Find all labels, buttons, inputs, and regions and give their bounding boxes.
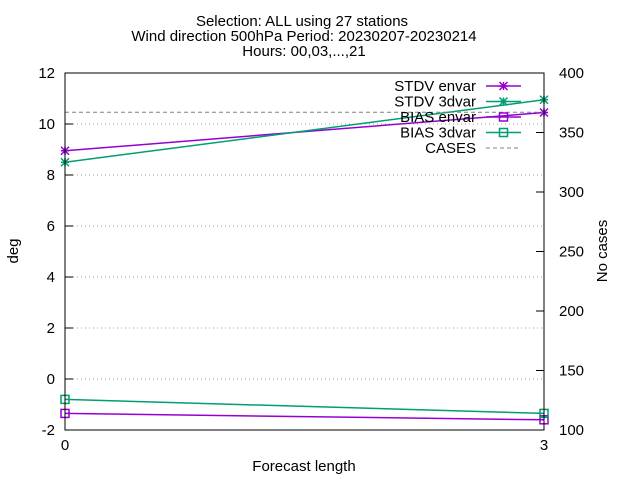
y-tick-label: 10 [38, 116, 55, 133]
title-line-3: Hours: 00,03,...,21 [242, 43, 365, 60]
axis-ticks: -2 0 2 4 6 8 10 12 100 150 200 250 300 350 400 0 3 [38, 65, 584, 454]
title-line-1: Selection: ALL using 27 stations [196, 13, 408, 30]
legend-entry: BIAS envar [400, 109, 521, 126]
y-tick-label: 6 [47, 218, 55, 235]
y2-tick-label: 150 [559, 363, 584, 380]
y-tick-label: 4 [47, 269, 55, 286]
legend-swatch-marker [498, 112, 509, 122]
x-axis-label: Forecast length [252, 458, 355, 475]
y2-tick-label: 350 [559, 125, 584, 142]
y2-tick-label: 400 [559, 65, 584, 82]
x-tick-label: 3 [540, 437, 548, 454]
series-line [64, 398, 545, 415]
y-tick-label: 0 [47, 371, 55, 388]
legend-entry: CASES [425, 140, 521, 157]
y-tick-label: 2 [47, 320, 55, 337]
y-tick-label: 12 [38, 65, 55, 82]
legend-swatch-marker [498, 96, 509, 107]
y2-tick-label: 250 [559, 244, 584, 261]
series-line [64, 99, 545, 163]
y2-axis-label: No cases [594, 220, 611, 283]
y-tick-label: -2 [42, 422, 55, 439]
legend-entry: STDV 3dvar [394, 94, 521, 111]
legend-entry: BIAS 3dvar [400, 125, 521, 142]
y-axis-label: deg [5, 238, 22, 263]
y-tick-label: 8 [47, 167, 55, 184]
legend-label: BIAS envar [400, 109, 476, 126]
legend-label: CASES [425, 140, 476, 157]
y2-tick-label: 100 [559, 422, 584, 439]
legend-label: BIAS 3dvar [400, 125, 476, 142]
legend-entry: STDV envar [394, 78, 521, 95]
legend-label: STDV 3dvar [394, 94, 476, 111]
legend-swatch-marker [498, 81, 509, 91]
x-tick-label: 0 [61, 437, 69, 454]
y2-tick-label: 200 [559, 303, 584, 320]
series-line [64, 412, 545, 421]
legend-label: STDV envar [394, 78, 476, 95]
title-line-2: Wind direction 500hPa Period: 20230207-2… [131, 28, 476, 45]
legend-swatch-marker [498, 127, 509, 138]
grid [65, 123, 544, 380]
chart-title: Selection: ALL using 27 stations Wind di… [131, 13, 476, 60]
y2-tick-label: 300 [559, 184, 584, 201]
